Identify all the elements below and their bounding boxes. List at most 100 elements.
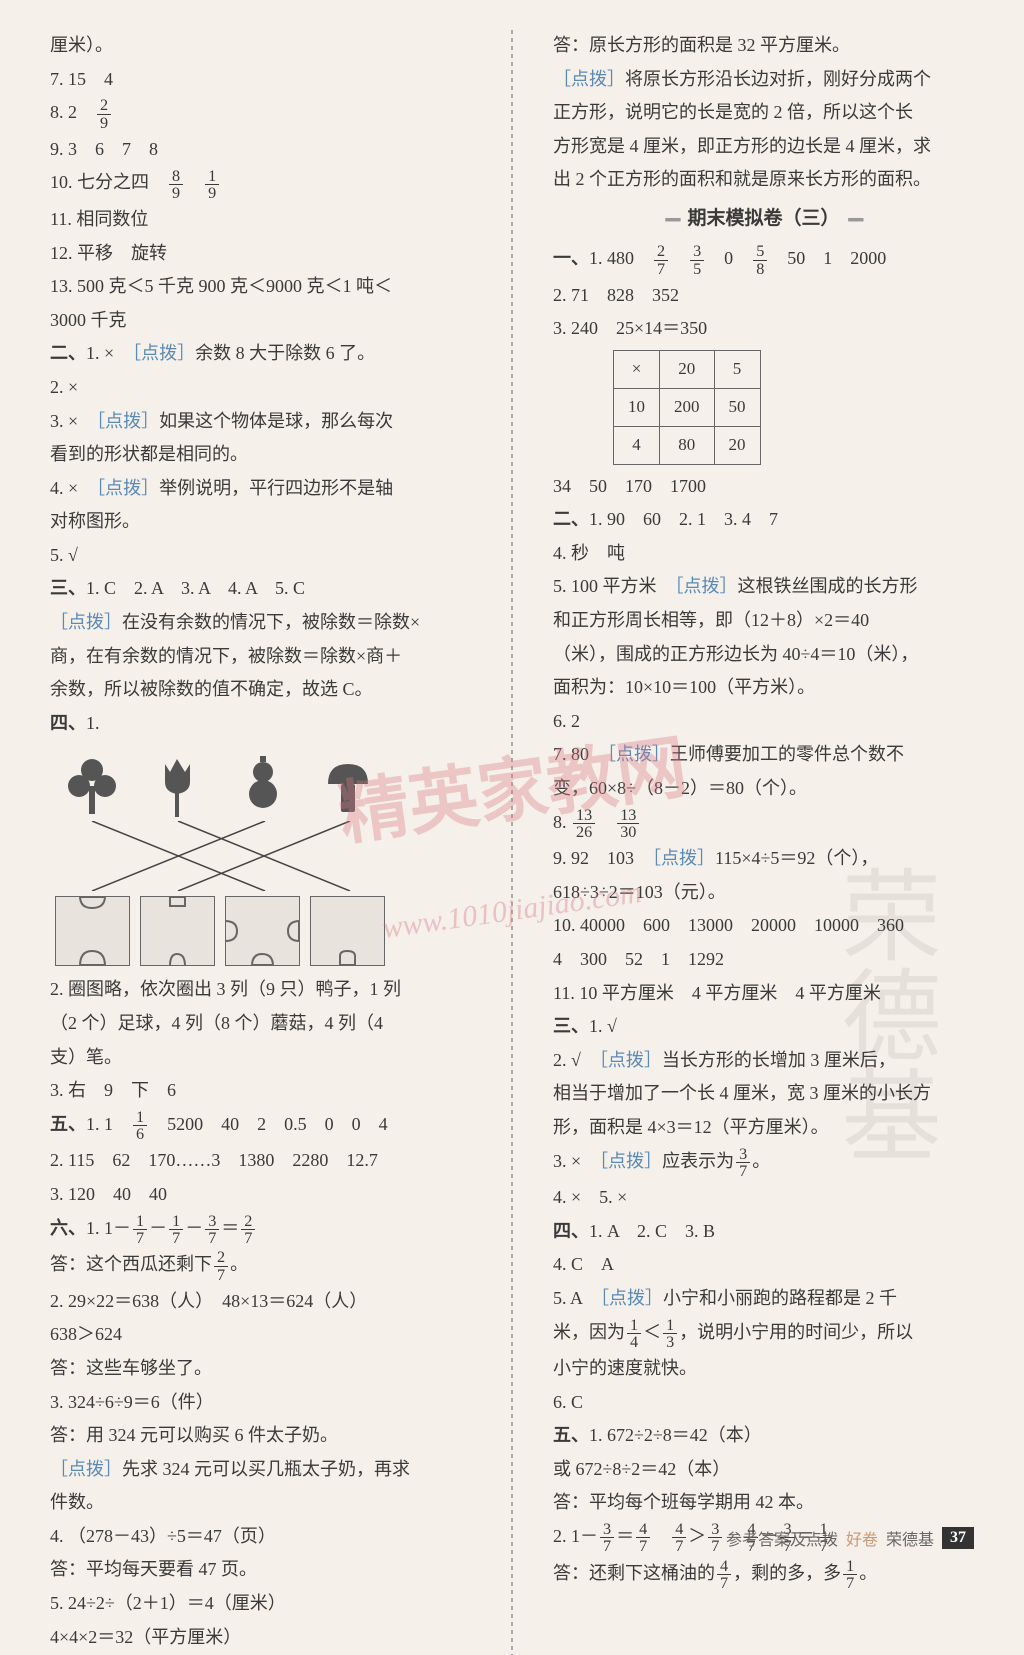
footer-label: 参考答案及点拨 (726, 1526, 838, 1550)
text-line: 9. 3 6 7 8 (50, 134, 471, 165)
hint-label: ［点拨］ (96, 478, 159, 498)
fraction: 14 (627, 1317, 641, 1350)
text: 50 1 2000 (769, 248, 886, 268)
text: 115×4÷5＝92（个）， (715, 848, 878, 868)
text: 1. × (86, 343, 132, 363)
fraction: 37 (736, 1146, 750, 1179)
hint-label: ［点拨］ (607, 744, 670, 764)
text-line: 六、1. 1－17－17－37＝27 (50, 1213, 471, 1247)
text: 先求 324 元可以买几瓶太子奶，再求 (122, 1459, 410, 1479)
table-cell: × (614, 351, 660, 389)
text: 。 (230, 1254, 248, 1274)
mushroom-shape (315, 746, 380, 826)
exam-title: 期末模拟卷（三） (553, 203, 974, 235)
fraction: 47 (672, 1521, 686, 1554)
hint-label: ［点拨］ (599, 1050, 662, 1070)
text-line: 二、1. 90 60 2. 1 3. 4 7 (553, 504, 974, 535)
hint-label: ［点拨］ (96, 411, 159, 431)
text: ，剩的多，多 (733, 1563, 841, 1583)
text-line: 小宁的速度就快。 (553, 1353, 974, 1384)
text-line: 2. 115 62 170……3 1380 2280 12.7 (50, 1145, 471, 1176)
text: － (185, 1218, 203, 1238)
text: 1. 1－ (86, 1218, 131, 1238)
text-line: 3. 240 25×14＝350 (553, 313, 974, 344)
text: 1. C 2. A 3. A 4. A 5. C (86, 578, 305, 598)
text-line: 34 50 170 1700 (553, 471, 974, 502)
text-line: 2. 29×22＝638（人） 48×13＝624（人） (50, 1286, 471, 1317)
text: 将原长方形沿长边对折，刚好分成两个 (625, 69, 931, 89)
text-line: 余数，所以被除数的值不确定，故选 C。 (50, 674, 471, 705)
text: 1. A 2. C 3. B (589, 1221, 715, 1241)
hint-label: ［点拨］ (652, 848, 715, 868)
text-line: 三、1. √ (553, 1011, 974, 1042)
text: 如果这个物体是球，那么每次 (159, 411, 393, 431)
text-line: 10. 40000 600 13000 20000 10000 360 (553, 910, 974, 941)
gourd-shape (230, 746, 295, 826)
text: 5. 100 平方米 (553, 576, 675, 596)
connection-lines (50, 821, 390, 891)
fraction: 47 (717, 1558, 731, 1591)
text: 8. 2 (50, 102, 95, 122)
text: 2. 1－ (553, 1526, 598, 1546)
page-number: 37 (942, 1527, 974, 1549)
text-line: 4×4×2＝32（平方厘米） (50, 1622, 471, 1653)
text: 答：这个西瓜还剩下 (50, 1254, 212, 1274)
text: ，说明小宁用的时间少，所以 (679, 1322, 913, 1342)
right-column: 答：原长方形的面积是 32 平方厘米。 ［点拨］将原长方形沿长边对折，刚好分成两… (553, 30, 974, 1655)
puzzle-slot (140, 896, 215, 966)
text-line: 5. A ［点拨］小宁和小丽跑的路程都是 2 千 (553, 1283, 974, 1314)
hint-label: ［点拨］ (600, 1288, 663, 1308)
fraction: 27 (654, 243, 668, 276)
bottom-shapes-row (50, 896, 390, 966)
fraction: 27 (241, 1213, 255, 1246)
text: 4. × (50, 478, 96, 498)
section-marker: 五、 (50, 1114, 86, 1134)
puzzle-slot (225, 896, 300, 966)
text-line: 3000 千克 (50, 305, 471, 336)
text: 米，因为 (553, 1322, 625, 1342)
footer-brand: 荣德基 (886, 1526, 934, 1550)
text-line: 出 2 个正方形的面积和就是原来长方形的面积。 (553, 164, 974, 195)
two-column-layout: 厘米）。 7. 15 4 8. 2 29 9. 3 6 7 8 10. 七分之四… (50, 30, 974, 1655)
text-line: 正方形，说明它的长是宽的 2 倍，所以这个长 (553, 97, 974, 128)
text-line: 4. × ［点拨］举例说明，平行四边形不是轴 (50, 473, 471, 504)
section-marker: 三、 (50, 578, 86, 598)
fraction: 47 (636, 1521, 650, 1554)
table-cell: 5 (714, 351, 760, 389)
text: 应表示为 (662, 1151, 734, 1171)
text-line: 答：平均每个班每学期用 42 本。 (553, 1487, 974, 1518)
shape-matching-diagram (50, 746, 390, 966)
text: 3. × (553, 1151, 599, 1171)
fraction: 17 (169, 1213, 183, 1246)
text-line: 3. 120 40 40 (50, 1179, 471, 1210)
fraction: 89 (169, 168, 183, 201)
text-line: 2. 71 828 352 (553, 280, 974, 311)
text: 5200 40 2 0.5 0 0 4 (149, 1114, 388, 1134)
text-line: 答：这些车够坐了。 (50, 1353, 471, 1384)
text-line: 五、1. 1 16 5200 40 2 0.5 0 0 4 (50, 1109, 471, 1143)
text-line: 5. 100 平方米 ［点拨］这根铁丝围成的长方形 (553, 571, 974, 602)
multiplication-table: ×205 1020050 48020 (613, 350, 761, 465)
table-cell: 20 (660, 351, 715, 389)
club-shape (60, 746, 125, 826)
text-line: 11. 相同数位 (50, 204, 471, 235)
text: 当长方形的长增加 3 厘米后， (662, 1050, 896, 1070)
hint-label: ［点拨］ (132, 343, 195, 363)
text: 1. 480 (589, 248, 652, 268)
section-marker: 三、 (553, 1016, 589, 1036)
text-line: 6. 2 (553, 706, 974, 737)
text-line: 五、1. 672÷2÷8＝42（本） (553, 1420, 974, 1451)
text-line: 10. 七分之四 89 19 (50, 167, 471, 201)
text-line: 答：用 324 元可以购买 6 件太子奶。 (50, 1420, 471, 1451)
text-line: 2. 圈图略，依次圈出 3 列（9 只）鸭子，1 列 (50, 974, 471, 1005)
text-line: 4. 秒 吨 (553, 538, 974, 569)
text-line: 4. × 5. × (553, 1182, 974, 1213)
text: 。 (752, 1151, 770, 1171)
fraction: 27 (214, 1249, 228, 1282)
hint-label: ［点拨］ (50, 612, 122, 632)
text: 1. 672÷2÷8＝42（本） (589, 1425, 762, 1445)
text: 余数 8 大于除数 6 了。 (195, 343, 375, 363)
text-line: 3. × ［点拨］如果这个物体是球，那么每次 (50, 406, 471, 437)
text-line: 答：还剩下这桶油的47，剩的多，多17。 (553, 1558, 974, 1592)
text-line: ［点拨］先求 324 元可以买几瓶太子奶，再求 (50, 1454, 471, 1485)
